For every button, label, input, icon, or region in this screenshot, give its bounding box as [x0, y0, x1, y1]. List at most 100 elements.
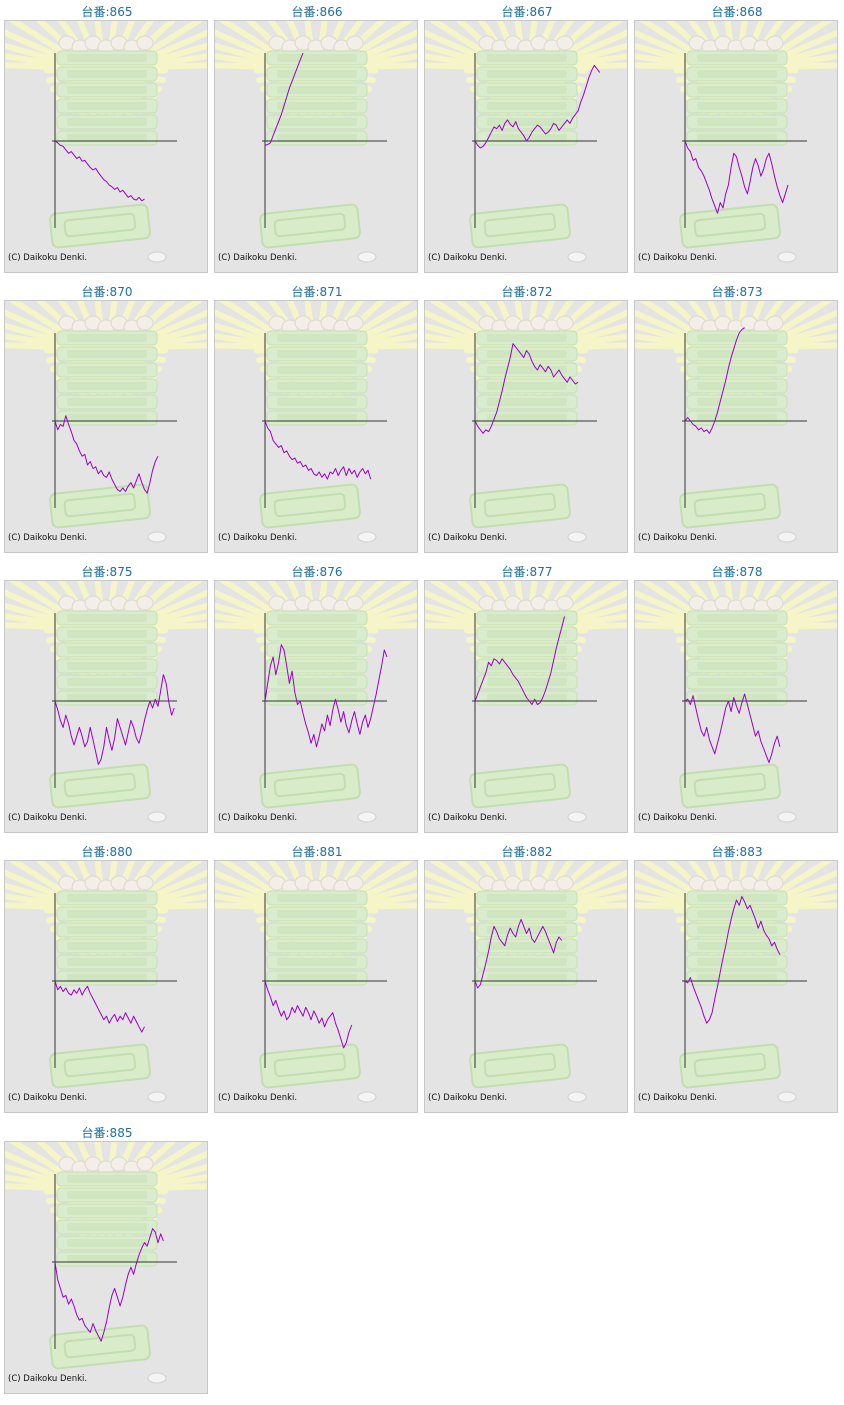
slump-graph-svg [425, 581, 627, 823]
slump-graph-svg [215, 21, 417, 263]
pachislot-machine-watermark [5, 861, 207, 1103]
machine-chart-cell: 台番:878 (C) Daikoku Denki. [634, 560, 840, 835]
copyright-text: (C) Daikoku Denki. [638, 253, 718, 263]
balance-series-line [54, 1228, 164, 1342]
slump-graph-svg [5, 21, 207, 263]
machine-number-title: 台番:868 [711, 5, 763, 19]
machine-chart-cell: 台番:876 (C) Daikoku Denki. [214, 560, 420, 835]
slump-graph: (C) Daikoku Denki. [424, 860, 628, 1113]
machine-number-title: 台番:875 [81, 565, 133, 579]
pachislot-machine-watermark [635, 581, 837, 823]
copyright-text: (C) Daikoku Denki. [218, 813, 298, 823]
machine-number-title: 台番:872 [501, 285, 553, 299]
slump-graph: (C) Daikoku Denki. [424, 20, 628, 273]
machine-number-title: 台番:880 [81, 845, 133, 859]
slump-graph: (C) Daikoku Denki. [634, 300, 838, 553]
copyright-text: (C) Daikoku Denki. [428, 253, 508, 263]
slump-graph-svg [425, 861, 627, 1103]
pachislot-machine-watermark [215, 21, 417, 263]
machine-number-title: 台番:865 [81, 5, 133, 19]
machine-number-title: 台番:866 [291, 5, 343, 19]
slump-graph-svg [635, 21, 837, 263]
pachislot-machine-watermark [425, 581, 627, 823]
pachislot-machine-watermark [635, 301, 837, 543]
copyright-text: (C) Daikoku Denki. [8, 533, 88, 543]
machine-number-title: 台番:867 [501, 5, 553, 19]
copyright-text: (C) Daikoku Denki. [218, 253, 298, 263]
machine-number-title: 台番:881 [291, 845, 343, 859]
machine-chart-cell: 台番:867 (C) Daikoku Denki. [424, 0, 630, 275]
machine-number-title: 台番:878 [711, 565, 763, 579]
slump-graph-svg [215, 581, 417, 823]
slump-graph-svg [5, 581, 207, 823]
slump-graph-svg [215, 861, 417, 1103]
slump-graph: (C) Daikoku Denki. [214, 20, 418, 273]
copyright-text: (C) Daikoku Denki. [218, 533, 298, 543]
pachislot-machine-watermark [5, 581, 207, 823]
pachislot-machine-watermark [215, 301, 417, 543]
copyright-text: (C) Daikoku Denki. [8, 813, 88, 823]
machine-chart-cell: 台番:872 (C) Daikoku Denki. [424, 280, 630, 555]
copyright-text: (C) Daikoku Denki. [8, 1374, 88, 1384]
copyright-text: (C) Daikoku Denki. [428, 1093, 508, 1103]
balance-series-line [474, 616, 565, 705]
balance-series-line [264, 52, 304, 146]
copyright-text: (C) Daikoku Denki. [638, 813, 718, 823]
copyright-text: (C) Daikoku Denki. [428, 533, 508, 543]
slump-graph: (C) Daikoku Denki. [214, 300, 418, 553]
balance-series-line [474, 343, 579, 434]
pachislot-machine-watermark [635, 21, 837, 263]
machine-number-title: 台番:870 [81, 285, 133, 299]
balance-series-line [264, 980, 353, 1049]
balance-series-line [684, 896, 781, 1024]
balance-series-line [684, 693, 781, 764]
machine-number-title: 台番:876 [291, 565, 343, 579]
slump-graph-svg [635, 581, 837, 823]
slump-graph: (C) Daikoku Denki. [634, 580, 838, 833]
balance-series-line [264, 420, 372, 480]
pachislot-machine-watermark [635, 861, 837, 1103]
machine-number-title: 台番:883 [711, 845, 763, 859]
balance-series-line [474, 64, 601, 149]
slump-graph: (C) Daikoku Denki. [4, 300, 208, 553]
pachislot-machine-watermark [5, 1142, 207, 1384]
balance-series-line [54, 140, 145, 202]
slump-graph-svg [215, 301, 417, 543]
machine-chart-cell: 台番:882 (C) Daikoku Denki. [424, 840, 630, 1115]
machine-number-title: 台番:873 [711, 285, 763, 299]
copyright-text: (C) Daikoku Denki. [218, 1093, 298, 1103]
slump-graph: (C) Daikoku Denki. [634, 20, 838, 273]
machine-chart-cell: 台番:870 (C) Daikoku Denki. [4, 280, 210, 555]
copyright-text: (C) Daikoku Denki. [428, 813, 508, 823]
machine-chart-cell: 台番:881 (C) Daikoku Denki. [214, 840, 420, 1115]
pachislot-machine-watermark [215, 861, 417, 1103]
slump-graph: (C) Daikoku Denki. [634, 860, 838, 1113]
copyright-text: (C) Daikoku Denki. [8, 253, 88, 263]
pachislot-machine-watermark [425, 861, 627, 1103]
machine-chart-cell: 台番:866 (C) Daikoku Denki. [214, 0, 420, 275]
balance-series-line [264, 644, 388, 748]
machine-chart-cell: 台番:875 (C) Daikoku Denki. [4, 560, 210, 835]
machine-chart-cell: 台番:871 (C) Daikoku Denki. [214, 280, 420, 555]
machine-chart-cell: 台番:873 (C) Daikoku Denki. [634, 280, 840, 555]
slump-graph: (C) Daikoku Denki. [4, 1141, 208, 1394]
balance-series-line [684, 140, 789, 214]
slump-graph-svg [5, 301, 207, 543]
slump-graph: (C) Daikoku Denki. [4, 580, 208, 833]
slump-graph-svg [425, 301, 627, 543]
machine-number-title: 台番:871 [291, 285, 343, 299]
slump-graph: (C) Daikoku Denki. [214, 580, 418, 833]
balance-series-line [54, 415, 159, 494]
machine-chart-cell: 台番:877 (C) Daikoku Denki. [424, 560, 630, 835]
pachislot-machine-watermark [5, 21, 207, 263]
copyright-text: (C) Daikoku Denki. [8, 1093, 88, 1103]
machine-chart-cell: 台番:885 (C) Daikoku Denki. [4, 1121, 210, 1396]
slump-graph-svg [5, 1142, 207, 1384]
slump-graph: (C) Daikoku Denki. [424, 580, 628, 833]
machine-chart-cell: 台番:868 (C) Daikoku Denki. [634, 0, 840, 275]
machine-number-title: 台番:882 [501, 845, 553, 859]
balance-series-line [54, 980, 145, 1033]
slump-graph: (C) Daikoku Denki. [4, 20, 208, 273]
slump-graph: (C) Daikoku Denki. [214, 860, 418, 1113]
slump-graph-svg [635, 861, 837, 1103]
